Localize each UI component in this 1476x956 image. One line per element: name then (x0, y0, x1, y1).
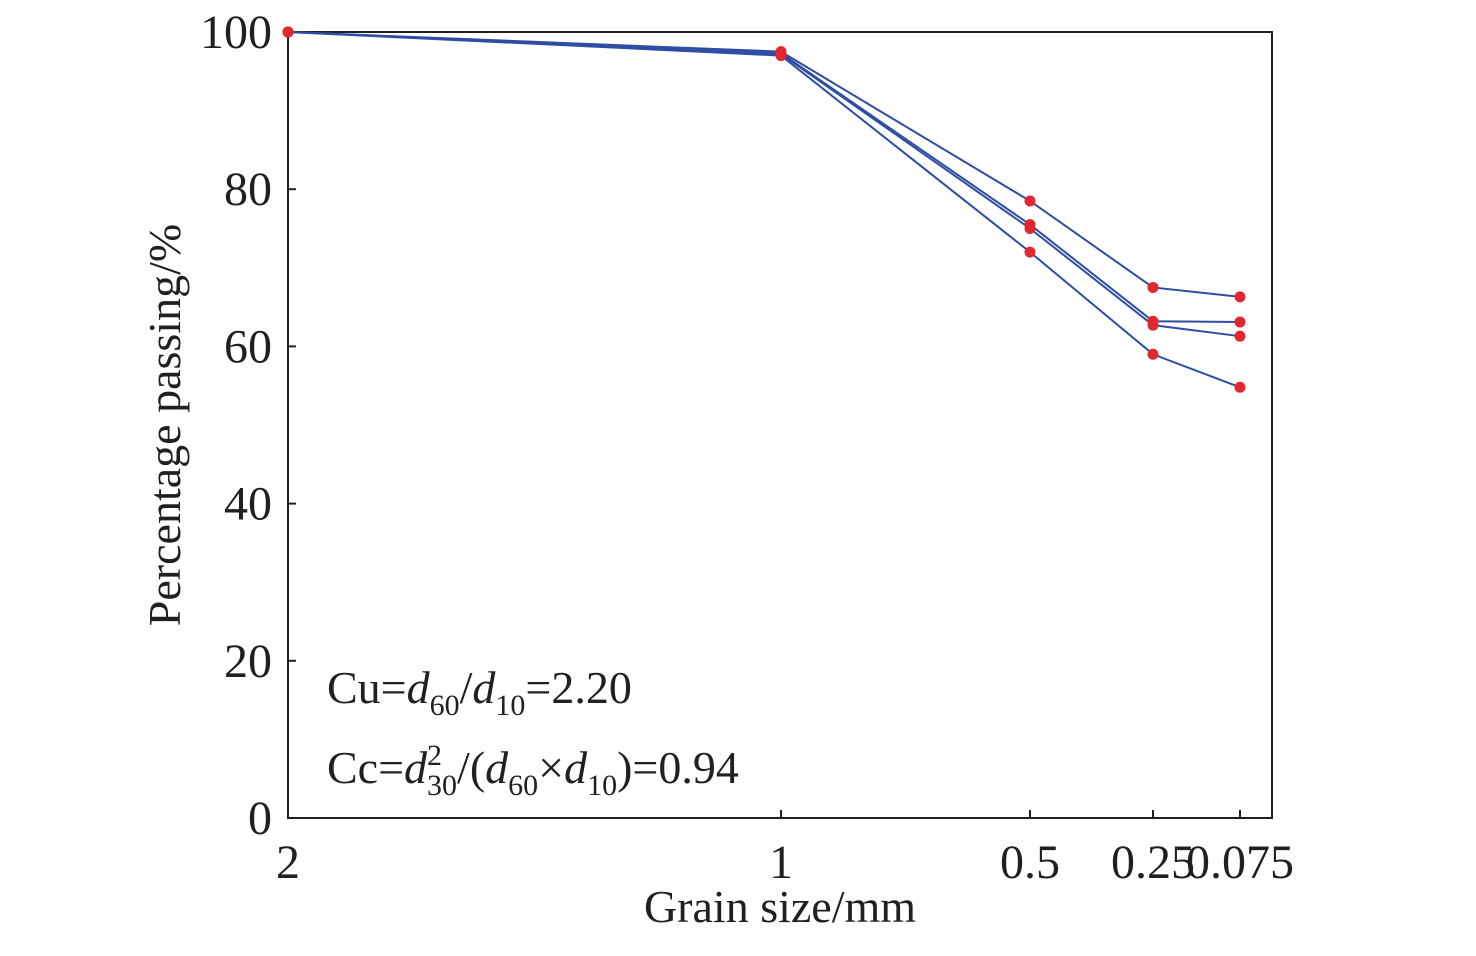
data-marker (282, 26, 294, 38)
x-axis-title: Grain size/mm (644, 881, 916, 932)
data-marker (1234, 330, 1246, 342)
annotation-part: Cu= (327, 662, 407, 713)
data-marker (1234, 381, 1246, 393)
x-tick-label: 0.25 (1111, 836, 1195, 889)
annotation-part: 10 (495, 689, 525, 722)
y-axis-title: Percentage passing/% (139, 224, 190, 626)
series-line (287, 31, 1241, 298)
annotation-part: d (472, 662, 496, 713)
data-marker (1234, 291, 1246, 303)
y-tick-label: 40 (224, 478, 272, 531)
annotation-part: 60 (508, 769, 538, 802)
series-line (287, 31, 1241, 389)
y-tick-label: 100 (200, 6, 272, 59)
annotation-part: d (485, 742, 509, 793)
x-tick-label: 0.075 (1186, 836, 1294, 889)
series-line (287, 31, 1241, 324)
annotation-part: =2.20 (525, 662, 631, 713)
data-marker (1234, 316, 1246, 328)
annotation-part: /( (457, 742, 485, 793)
annotation-part: 10 (587, 769, 617, 802)
data-marker (1024, 195, 1036, 207)
x-tick-label: 0.5 (1000, 836, 1060, 889)
y-tick-label: 80 (224, 163, 272, 216)
annotation-part: 30 (427, 769, 457, 802)
annotation-part: × (538, 742, 564, 793)
data-marker (1147, 319, 1159, 331)
x-tick-label: 1 (769, 836, 793, 889)
y-tick-label: 60 (224, 320, 272, 373)
annotation-part: d (564, 742, 588, 793)
annotation-part: d (407, 662, 431, 713)
data-marker (1024, 246, 1036, 258)
annotation-part: 2 (427, 739, 442, 772)
x-tick-label: 2 (276, 836, 300, 889)
data-marker (1024, 223, 1036, 234)
data-marker (1147, 348, 1159, 360)
annotation-part: )=0.94 (617, 742, 739, 793)
annotation-part: d (404, 742, 428, 793)
annotation-part: 60 (430, 689, 460, 722)
y-tick-label: 0 (248, 792, 272, 845)
data-marker (775, 50, 787, 62)
series-line (287, 31, 1241, 338)
y-tick-label: 20 (224, 635, 272, 688)
data-marker (1147, 281, 1159, 293)
annotation-part: / (460, 662, 473, 713)
annotation-part: Cc= (327, 742, 404, 793)
